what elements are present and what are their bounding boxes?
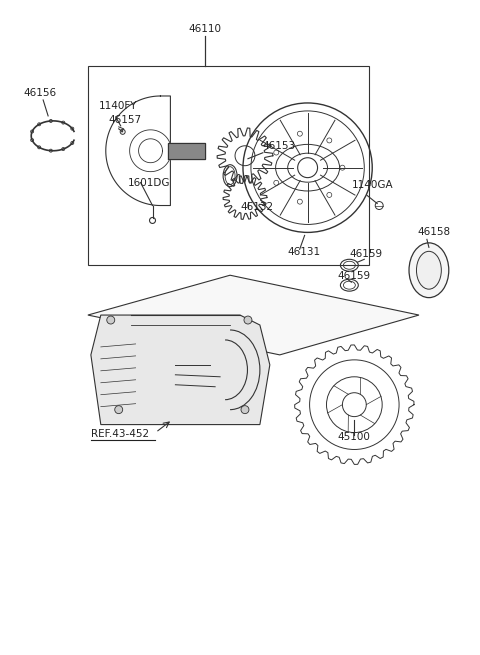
Ellipse shape: [417, 252, 441, 289]
Text: 1140GA: 1140GA: [351, 179, 393, 189]
Text: REF.43-452: REF.43-452: [91, 428, 149, 439]
Text: 46131: 46131: [288, 248, 321, 257]
Circle shape: [244, 316, 252, 324]
Polygon shape: [168, 143, 205, 159]
Text: 46110: 46110: [189, 24, 222, 34]
Text: 46159: 46159: [349, 250, 383, 259]
Text: 1140FY: 1140FY: [99, 101, 137, 111]
Polygon shape: [91, 315, 270, 424]
Text: 46158: 46158: [417, 227, 450, 237]
Circle shape: [107, 316, 115, 324]
Text: 46159: 46159: [337, 271, 371, 281]
Text: 45100: 45100: [338, 432, 371, 441]
Text: 46132: 46132: [240, 202, 273, 212]
Ellipse shape: [409, 243, 449, 297]
Text: 46156: 46156: [23, 88, 56, 98]
Circle shape: [241, 405, 249, 414]
Text: 1601DG: 1601DG: [128, 178, 170, 187]
Text: 46153: 46153: [263, 141, 296, 151]
Circle shape: [115, 405, 123, 414]
Polygon shape: [88, 275, 419, 355]
Text: 46157: 46157: [109, 115, 142, 125]
